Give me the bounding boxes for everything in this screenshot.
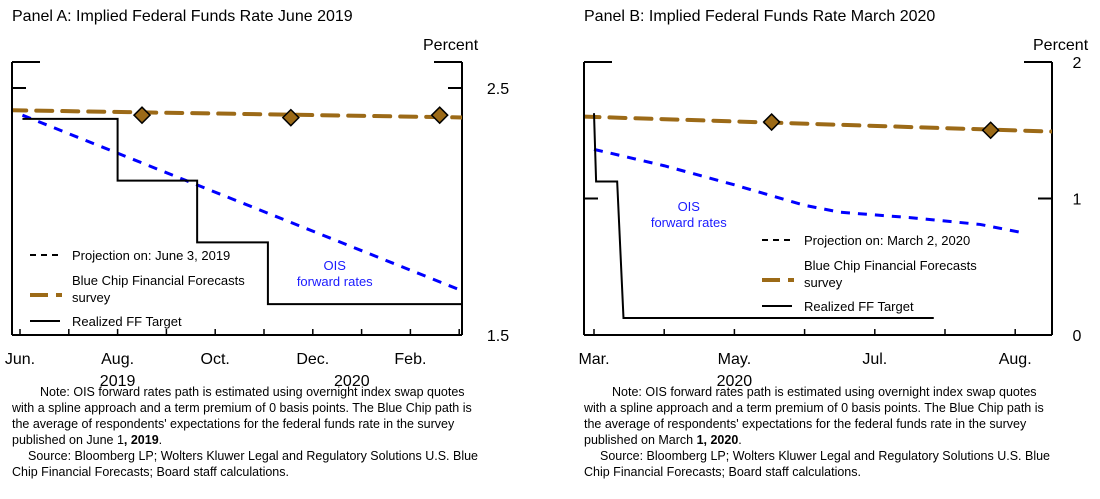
panel-b-xtick-label: Mar. xyxy=(578,351,609,368)
panel-b-ois-forward-line xyxy=(593,147,1023,235)
panel-b-blue-chip-line xyxy=(585,114,1052,134)
panel-b-source: Source: Bloomberg LP; Wolters Kluwer Leg… xyxy=(584,449,1051,479)
panel-b-note-text: Note: OIS forward rates path is estimate… xyxy=(584,385,1044,447)
panel-b-ois-annotation-line2: forward rates xyxy=(651,215,727,230)
panel-b-ytick-label: 0 xyxy=(1073,328,1082,345)
panel-a-source: Source: Bloomberg LP; Wolters Kluwer Leg… xyxy=(12,449,479,479)
panel-b-xtick-label: Jul. xyxy=(862,351,887,368)
panel-b-ytick-label: 1 xyxy=(1073,192,1082,209)
panel-a-note-bold: , 2019 xyxy=(123,433,159,447)
panel-a-blue-chip-marker xyxy=(132,106,152,125)
panel-a-xtick-label: Jun. xyxy=(5,351,35,368)
panel-a-note-end: . xyxy=(158,433,163,447)
panel-b-title: Panel B: Implied Federal Funds Rate Marc… xyxy=(584,8,936,25)
panel-b-ois-annotation-line1: OIS xyxy=(678,199,701,214)
panel-a-note: Note: OIS forward rates path is estimate… xyxy=(12,384,482,480)
panel-a-realized-ff-target-line xyxy=(22,117,462,306)
panel-a-xtick-label: Oct. xyxy=(201,351,230,368)
panel-a-chart: 2.5 1.5 Jun. Aug. Oct. Dec. Feb. 2019 2020 OISfor… xyxy=(5,61,509,390)
panel-b-legend-bluechip-label-line1: Blue Chip Financial Forecasts xyxy=(804,258,977,273)
panel-b-unit-label: Percent xyxy=(1033,37,1089,54)
panel-a-ytick-label: 2.5 xyxy=(487,81,509,98)
panel-b-blue-chip-marker xyxy=(762,112,781,132)
panel-b-year-label: 2020 xyxy=(717,373,753,390)
panel-a-unit-label: Percent xyxy=(423,37,479,54)
panel-b-note-bold: 1, 2020 xyxy=(696,433,739,447)
panel-b-legend-projection-label: Projection on: March 2, 2020 xyxy=(804,233,970,248)
panel-b-ytick-label: 2 xyxy=(1073,55,1082,72)
panel-b-blue-chip-marker xyxy=(981,121,1000,140)
panel-b-legend-ff-target-label: Realized FF Target xyxy=(804,299,914,314)
panel-a-note-text: Note: OIS forward rates path is estimate… xyxy=(12,385,472,447)
panel-b-note-end: . xyxy=(738,433,742,447)
panel-a-xtick-label: Aug. xyxy=(101,351,134,368)
panel-a-blue-chip-marker xyxy=(281,108,300,127)
panel-a-legend-bluechip-label-line2: survey xyxy=(72,290,111,305)
panel-b-note: Note: OIS forward rates path is estimate… xyxy=(584,384,1054,480)
panel-a-ois-annotation-line2: forward rates xyxy=(297,274,373,289)
panel-a-xtick-label: Dec. xyxy=(296,351,329,368)
panel-a-blue-chip-line xyxy=(13,108,462,120)
panel-a-plot-area xyxy=(13,108,462,306)
panel-b-legend-bluechip-label-line2: survey xyxy=(804,275,843,290)
panel-a-legend-projection-label: Projection on: June 3, 2019 xyxy=(72,248,230,263)
panel-a-blue-chip-marker xyxy=(430,106,449,125)
panel-a-ois-annotation-line1: OIS xyxy=(324,258,347,273)
panel-a-xtick-label: Feb. xyxy=(394,351,426,368)
panel-b-realized-ff-target-line xyxy=(593,113,934,319)
panel-b-plot-area xyxy=(585,113,1052,319)
panel-a-year-label: 2020 xyxy=(334,373,370,390)
panel-a-legend-ff-target-label: Realized FF Target xyxy=(72,314,182,329)
panel-b-xtick-label: May. xyxy=(718,351,751,368)
panel-a-ytick-label: 1.5 xyxy=(487,328,509,345)
panel-a-year-label: 2019 xyxy=(100,373,136,390)
panel-b-xtick-label: Aug. xyxy=(999,351,1032,368)
panel-a-legend-bluechip-label-line1: Blue Chip Financial Forecasts xyxy=(72,273,245,288)
panel-a-title: Panel A: Implied Federal Funds Rate June… xyxy=(12,8,353,25)
panel-a-ois-forward-line xyxy=(21,113,462,293)
